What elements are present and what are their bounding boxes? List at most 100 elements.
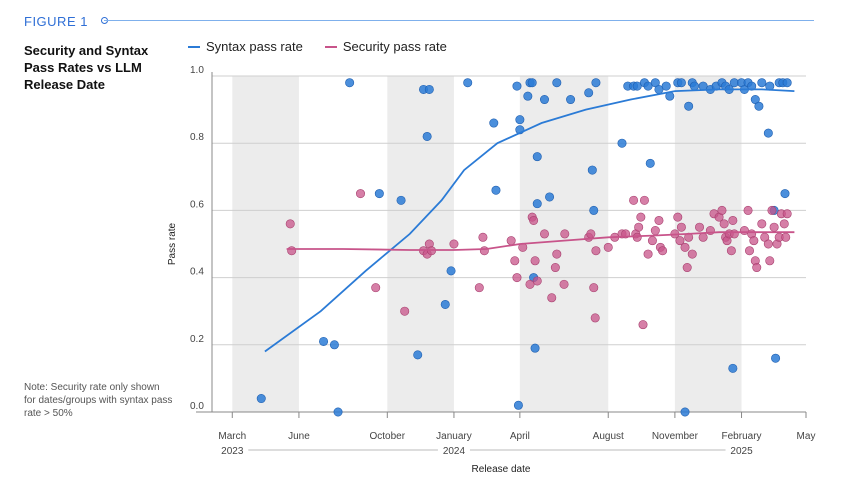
syntax-point (396, 195, 406, 205)
figure-rule (104, 20, 814, 21)
security-point (355, 189, 365, 199)
syntax-point (728, 363, 738, 373)
y-axis-title: Pass rate (167, 222, 178, 265)
syntax-point (319, 336, 329, 346)
security-point (530, 256, 540, 266)
security-point (632, 232, 642, 242)
security-point (781, 232, 791, 242)
security-point (532, 276, 542, 286)
y-tick-label: 0.0 (190, 401, 204, 412)
security-point (728, 215, 738, 225)
x-tick-label: June (288, 431, 310, 442)
security-point (726, 246, 736, 256)
security-point (629, 195, 639, 205)
security-point (717, 205, 727, 215)
y-tick-label: 0.4 (190, 267, 204, 278)
syntax-point (689, 81, 699, 91)
syntax-point (463, 78, 473, 88)
security-point (525, 279, 535, 289)
syntax-point (643, 81, 653, 91)
security-point (749, 236, 759, 246)
security-point (603, 242, 613, 252)
security-point (673, 212, 683, 222)
security-point (682, 263, 692, 273)
chart-title: Security and Syntax Pass Rates vs LLM Re… (24, 43, 149, 92)
syntax-point (489, 118, 499, 128)
syntax-point (374, 189, 384, 199)
syntax-point (684, 101, 694, 111)
security-point (638, 320, 648, 330)
y-tick-label: 0.8 (190, 132, 204, 143)
syntax-point (515, 115, 525, 125)
x-tick-label: May (797, 431, 816, 442)
x-tick-label: October (370, 431, 406, 442)
syntax-point (513, 400, 523, 410)
syntax-point (587, 165, 597, 175)
security-point (510, 256, 520, 266)
security-point (636, 212, 646, 222)
security-point (763, 239, 773, 249)
syntax-point (530, 343, 540, 353)
security-point (729, 229, 739, 239)
security-point (782, 209, 792, 219)
security-point (650, 226, 660, 236)
security-point (676, 222, 686, 232)
syntax-point (645, 158, 655, 168)
security-point (634, 222, 644, 232)
security-point (757, 219, 767, 229)
syntax-point (780, 189, 790, 199)
security-point (560, 229, 570, 239)
x-tick-label: March (218, 431, 246, 442)
syntax-point (345, 78, 355, 88)
security-point (647, 236, 657, 246)
syntax-point (632, 81, 642, 91)
security-point (695, 222, 705, 232)
syntax-point (424, 84, 434, 94)
syntax-point (676, 78, 686, 88)
syntax-point (552, 78, 562, 88)
security-point (559, 279, 569, 289)
security-point (698, 232, 708, 242)
security-point (779, 219, 789, 229)
x-tick-label: August (593, 431, 624, 442)
legend-label-syntax: Syntax pass rate (206, 39, 303, 54)
security-point (479, 246, 489, 256)
syntax-point (763, 128, 773, 138)
y-tick-label: 0.6 (190, 199, 204, 210)
syntax-point (680, 407, 690, 417)
security-point (512, 273, 522, 283)
syntax-point (754, 101, 764, 111)
syntax-point (782, 78, 792, 88)
security-point (675, 236, 685, 246)
syntax-point (545, 192, 555, 202)
x-tick-label: November (652, 431, 699, 442)
security-point (743, 205, 753, 215)
security-point (719, 219, 729, 229)
security-point (680, 242, 690, 252)
year-label: 2025 (730, 446, 753, 457)
security-point (400, 306, 410, 316)
legend-item-syntax: Syntax pass rate (188, 39, 303, 54)
syntax-point (333, 407, 343, 417)
security-point (506, 236, 516, 246)
security-point (590, 313, 600, 323)
security-point (643, 249, 653, 259)
security-point (478, 232, 488, 242)
security-point (586, 229, 596, 239)
syntax-point (617, 138, 627, 148)
security-point (474, 283, 484, 293)
x-axis-title: Release date (472, 464, 531, 475)
security-point (287, 246, 297, 256)
security-point (550, 263, 560, 273)
syntax-point (512, 81, 522, 91)
figure-label: FIGURE 1 (24, 14, 88, 29)
shaded-period (519, 76, 609, 412)
security-point (547, 293, 557, 303)
syntax-point (491, 185, 501, 195)
security-point (539, 229, 549, 239)
syntax-point (523, 91, 533, 101)
x-tick-label: January (436, 431, 472, 442)
security-point (765, 256, 775, 266)
syntax-point (539, 95, 549, 105)
